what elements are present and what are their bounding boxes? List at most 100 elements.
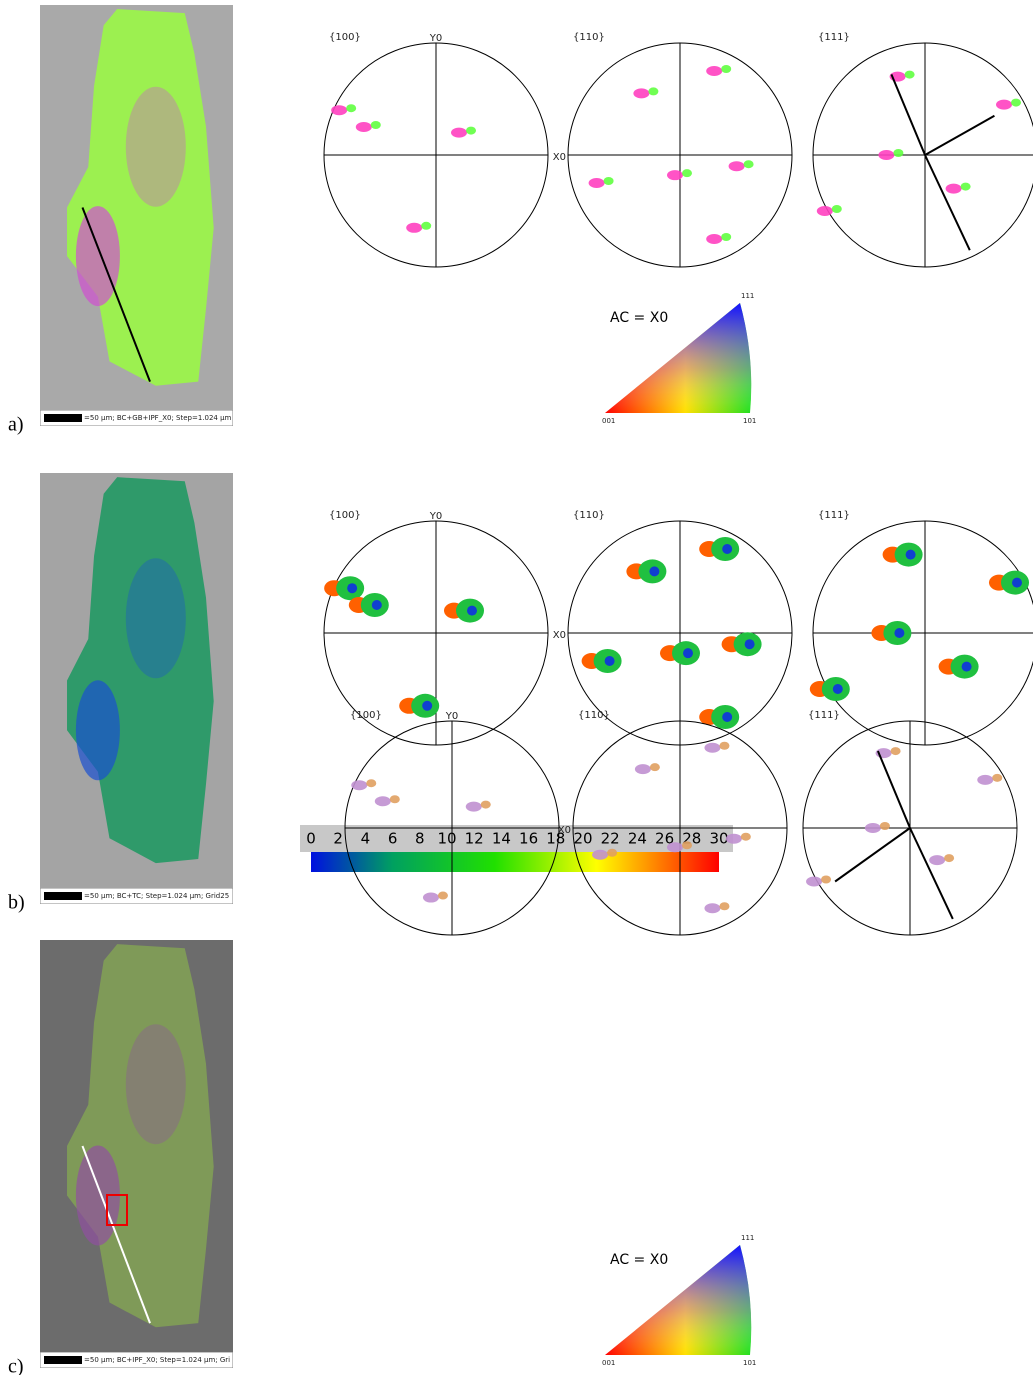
panel-label: a) (8, 414, 24, 436)
pole-cluster (682, 841, 692, 850)
pole-cluster (421, 221, 432, 230)
colorbar-tick-label: 2 (333, 830, 343, 848)
scale-bar-bar (44, 1356, 82, 1364)
pole-cluster (961, 661, 972, 672)
pole-cluster (740, 832, 751, 841)
scale-bar-bar (44, 892, 82, 900)
colorbar-tick-label: 0 (306, 830, 316, 848)
colorbar-tick-label: 12 (465, 830, 484, 848)
pole-cluster (649, 763, 660, 772)
pole-cluster (706, 66, 723, 76)
pole-cluster (721, 65, 732, 73)
pole-cluster (944, 854, 955, 863)
grain-region (75, 206, 120, 307)
colorbar-tick-label: 4 (361, 830, 371, 848)
pole-cluster (588, 178, 605, 188)
y-axis-label: Y0 (429, 511, 442, 522)
pole-cluster (422, 892, 439, 903)
pole-cluster (682, 169, 692, 178)
scale-bar-strip (40, 1352, 233, 1368)
colorbar (311, 852, 719, 872)
scale-bar: =50 µm; BC+IPF_X0; Step=1.024 µm; Gri (40, 1352, 233, 1368)
pole-cluster (992, 773, 1003, 782)
y-axis-label: Y0 (445, 711, 458, 722)
pole-figure-label: {100} (350, 710, 382, 721)
pole-cluster (346, 104, 357, 113)
pole-cluster (743, 160, 754, 169)
pole-cluster (370, 121, 381, 129)
direction-line (834, 827, 911, 883)
pole-figure-label: {110} (573, 32, 605, 43)
ipf-key-corner: 001 (602, 417, 615, 425)
pole-cluster (744, 639, 755, 650)
pole-figure-label: {111} (808, 710, 840, 721)
pole-cluster (467, 605, 477, 616)
pole-cluster (722, 712, 733, 722)
scale-bar: =50 µm; BC+TC; Step=1.024 µm; Grid25 (40, 888, 233, 904)
pole-cluster (351, 780, 368, 791)
pole-cluster (355, 122, 372, 132)
pole-cluster (633, 88, 650, 99)
colorbar-tick-label: 24 (628, 830, 647, 848)
ipf-key-corner: 001 (602, 1359, 615, 1367)
pole-cluster (649, 566, 660, 577)
colorbar-tick-label: 14 (492, 830, 511, 848)
pole-cluster (704, 742, 721, 753)
grain-region (75, 1145, 120, 1246)
direction-line (890, 73, 926, 156)
ipf-key-corner: 111 (741, 1234, 754, 1242)
pole-cluster (406, 222, 423, 233)
colorbar-tick-label: 30 (709, 830, 728, 848)
pole-cluster (879, 822, 890, 830)
pole-cluster (893, 149, 904, 157)
pole-cluster (816, 206, 833, 216)
pole-figure-label: {110} (578, 710, 610, 721)
pole-cluster (706, 234, 723, 244)
pole-cluster (890, 747, 901, 756)
pole-cluster (592, 849, 609, 860)
colorbar-tick-label: 16 (519, 830, 538, 848)
direction-line (924, 114, 995, 156)
pole-cluster (977, 774, 994, 785)
scale-bar-bar (44, 414, 82, 422)
pole-cluster (603, 177, 614, 185)
colorbar-tick-label: 8 (415, 830, 425, 848)
colorbar-tick-label: 18 (546, 830, 565, 848)
pole-cluster (465, 801, 482, 812)
scale-bar-text: =50 µm; BC+GB+IPF_X0; Step=1.024 µm (84, 414, 232, 422)
ipf-key-title: AC = X0 (610, 1252, 668, 1268)
pole-cluster (347, 583, 358, 594)
direction-line (909, 827, 954, 920)
ipf-key-corner: 111 (741, 292, 754, 300)
pole-cluster (905, 549, 916, 560)
ipf-key-overlay (605, 1245, 752, 1355)
colorbar-tick-label: 20 (573, 830, 592, 848)
pole-cluster (634, 764, 651, 775)
colorbar-tick-label: 26 (655, 830, 674, 848)
pole-cluster (374, 796, 391, 807)
grain-region (125, 86, 186, 207)
scale-bar: =50 µm; BC+GB+IPF_X0; Step=1.024 µm (40, 410, 233, 426)
pole-figure-label: {110} (573, 510, 605, 521)
pole-cluster (331, 105, 348, 116)
ipf-key-title: AC = X0 (610, 310, 668, 326)
pole-cluster (648, 87, 659, 96)
pole-figure-label: {100} (329, 32, 361, 43)
pole-cluster (389, 795, 400, 804)
pole-cluster (366, 779, 377, 788)
grain-region (75, 680, 120, 781)
pole-cluster (728, 161, 745, 172)
scale-bar-text: =50 µm; BC+IPF_X0; Step=1.024 µm; Gri (84, 1356, 230, 1364)
direction-line (876, 750, 911, 829)
highlight-box (106, 1194, 128, 1226)
pole-cluster (1011, 98, 1021, 107)
pole-cluster (451, 127, 467, 138)
pole-figure-label: {111} (818, 32, 850, 43)
pole-cluster (960, 182, 971, 191)
pole-figure-label: {111} (818, 510, 850, 521)
direction-line (924, 154, 971, 251)
scale-bar-strip (40, 888, 233, 904)
y-axis-label: Y0 (429, 33, 442, 44)
ipf-key-corner: 101 (743, 1359, 756, 1367)
